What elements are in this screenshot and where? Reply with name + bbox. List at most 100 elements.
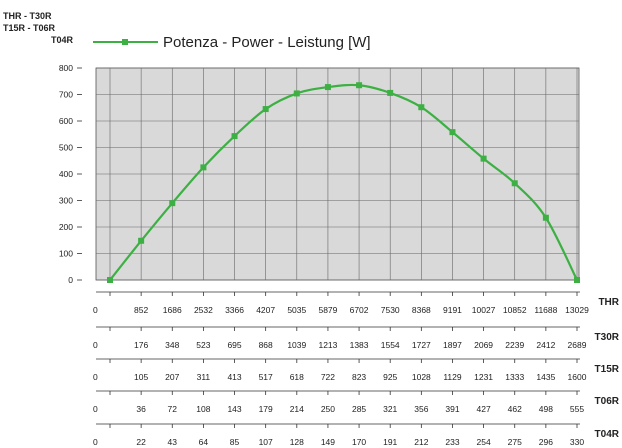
row-value: 1435 xyxy=(536,372,555,382)
data-point xyxy=(542,214,549,221)
series-layer xyxy=(107,82,580,283)
data-point xyxy=(200,164,207,171)
y-tick-label: 600 xyxy=(59,116,73,126)
data-point xyxy=(231,133,238,140)
y-tick-label: 300 xyxy=(59,196,73,206)
row-value: 1129 xyxy=(443,372,462,382)
row-value: 2412 xyxy=(536,340,555,350)
row-value: 11688 xyxy=(534,305,557,315)
series-line xyxy=(109,83,578,281)
y-tick-label: 0 xyxy=(68,275,73,285)
row-value: 105 xyxy=(134,372,148,382)
data-point xyxy=(387,89,394,96)
row-value: 311 xyxy=(197,372,211,382)
row-value: 321 xyxy=(383,404,397,414)
row-value: 149 xyxy=(321,437,335,447)
row-value: 1028 xyxy=(412,372,431,382)
row-value: 695 xyxy=(227,340,241,350)
row-value: 391 xyxy=(445,404,459,414)
y-tick-label: 700 xyxy=(59,90,73,100)
speed-rows: 0 852 1686 2532 3366 4207 5035 5879 6702 7530 8368… xyxy=(93,291,620,447)
legend: Potenza - Power - Leistung [W] xyxy=(93,34,371,51)
row-value: 2532 xyxy=(194,305,213,315)
row-value: 191 xyxy=(383,437,397,447)
row-value: 427 xyxy=(477,404,491,414)
row-value: 823 xyxy=(352,372,366,382)
row-value: 285 xyxy=(352,404,366,414)
row-value: 170 xyxy=(352,437,366,447)
y-tick-label: 100 xyxy=(59,249,73,259)
row-value: 348 xyxy=(165,340,179,350)
row-value: 212 xyxy=(414,437,428,447)
row-value: 0 xyxy=(93,404,98,414)
row-value: 107 xyxy=(259,437,273,447)
models-label-line2: T15R - T06R xyxy=(3,23,56,33)
data-point xyxy=(138,237,145,244)
row-value: 4207 xyxy=(256,305,275,315)
data-point xyxy=(169,200,176,207)
row-name: T15R xyxy=(595,364,620,375)
row-value: 1333 xyxy=(505,372,524,382)
row-value: 523 xyxy=(196,340,210,350)
row-value: 179 xyxy=(259,404,273,414)
row-value: 330 xyxy=(570,437,584,447)
row-name: T04R xyxy=(595,429,620,440)
row-value: 143 xyxy=(227,404,241,414)
row-value: 413 xyxy=(227,372,241,382)
row-value: 498 xyxy=(539,404,553,414)
legend-label: Potenza - Power - Leistung [W] xyxy=(163,34,371,51)
data-point xyxy=(262,106,269,113)
row-value: 356 xyxy=(414,404,428,414)
data-point xyxy=(480,155,487,162)
row-value: 7530 xyxy=(381,305,400,315)
row-value: 72 xyxy=(168,404,178,414)
row-value: 2239 xyxy=(505,340,524,350)
row-value: 3366 xyxy=(225,305,244,315)
row-value: 296 xyxy=(539,437,553,447)
row-value: 722 xyxy=(321,372,335,382)
row-value: 254 xyxy=(477,437,491,447)
models-label-line3: T04R xyxy=(51,35,74,45)
row-value: 64 xyxy=(199,437,209,447)
data-point xyxy=(511,180,518,187)
row-value: 5879 xyxy=(318,305,337,315)
row-value: 925 xyxy=(383,372,397,382)
row-value: 1554 xyxy=(381,340,400,350)
row-value: 214 xyxy=(290,404,304,414)
y-tick-label: 200 xyxy=(59,222,73,232)
row-value: 618 xyxy=(290,372,304,382)
row-value: 1213 xyxy=(318,340,337,350)
row-value: 1727 xyxy=(412,340,431,350)
row-value: 1600 xyxy=(568,372,587,382)
row-value: 85 xyxy=(230,437,240,447)
row-value: 2689 xyxy=(568,340,587,350)
row-value: 462 xyxy=(508,404,522,414)
y-tick-label: 400 xyxy=(59,169,73,179)
row-value: 10852 xyxy=(503,305,527,315)
data-point xyxy=(107,277,113,283)
row-name: T30R xyxy=(595,332,620,343)
row-value: 22 xyxy=(136,437,146,447)
grid xyxy=(96,67,579,281)
data-point xyxy=(418,104,425,111)
row-value: 9191 xyxy=(443,305,462,315)
row-value: 1039 xyxy=(287,340,306,350)
row-value: 1231 xyxy=(474,372,493,382)
row-value: 555 xyxy=(570,404,584,414)
row-name: T06R xyxy=(595,396,620,407)
row-value: 207 xyxy=(165,372,179,382)
data-point xyxy=(449,129,456,136)
row-value: 1897 xyxy=(443,340,462,350)
row-value: 1383 xyxy=(350,340,369,350)
row-value: 176 xyxy=(134,340,148,350)
legend-marker-swatch xyxy=(122,39,128,45)
row-value: 10027 xyxy=(472,305,496,315)
data-point xyxy=(324,84,331,91)
row-value: 5035 xyxy=(287,305,306,315)
row-value: 1686 xyxy=(163,305,182,315)
row-value: 0 xyxy=(93,372,98,382)
data-point xyxy=(356,82,363,89)
row-value: 128 xyxy=(290,437,304,447)
y-axis: 800 700 600 500 400 300 200 100 0 xyxy=(59,63,82,285)
row-value: 0 xyxy=(93,437,98,447)
